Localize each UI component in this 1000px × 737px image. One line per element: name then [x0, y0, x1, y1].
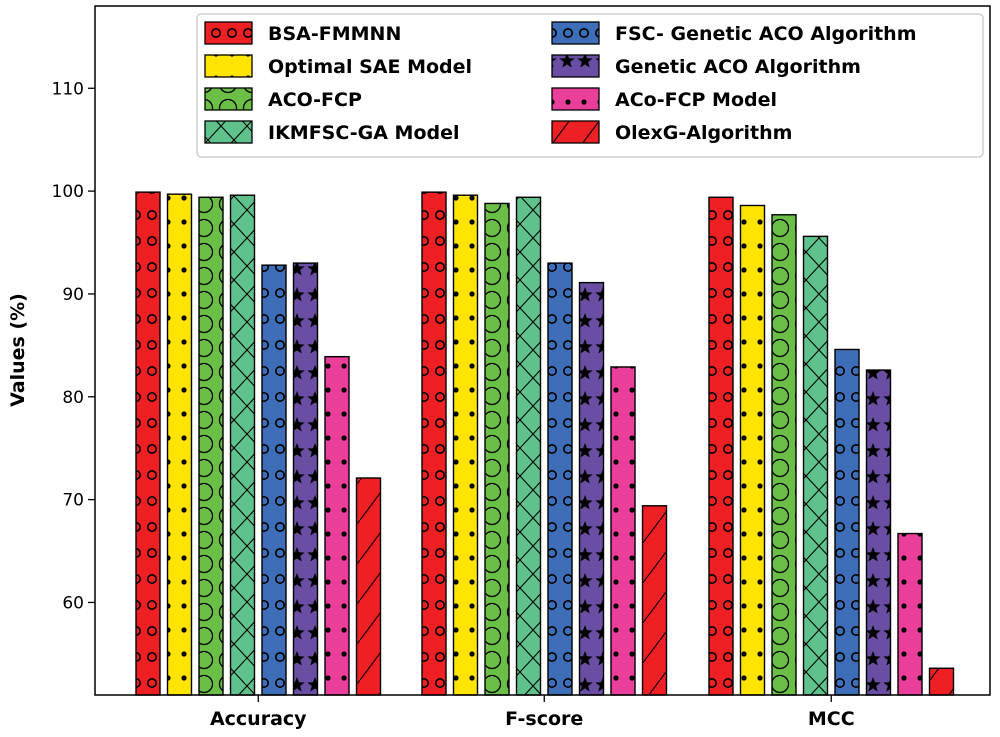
y-tick-label: 70 — [62, 491, 84, 511]
y-axis: 60 70 80 90 100 110 — [52, 79, 95, 613]
bar-mcc-5 — [865, 369, 892, 696]
legend-label-6: ACo-FCP Model — [615, 89, 777, 111]
legend-swatch-2 — [204, 87, 253, 111]
y-axis-label: Values (%) — [7, 293, 29, 407]
bar-accuracy-4 — [261, 264, 287, 696]
legend-label-0: BSA-FMMNN — [268, 23, 401, 45]
y-tick-label: 60 — [62, 593, 84, 613]
y-tick-label: 100 — [52, 182, 84, 202]
bar-mcc-6 — [897, 532, 923, 696]
bar-mcc-3 — [802, 235, 829, 696]
legend-label-1: Optimal SAE Model — [268, 56, 472, 78]
legend-swatch-1 — [204, 54, 253, 78]
legend-swatch-3 — [204, 120, 253, 144]
bar-f-score-1 — [452, 194, 479, 696]
legend-swatch-5 — [551, 54, 600, 78]
bar-accuracy-5 — [292, 262, 319, 696]
bar-f-score-5 — [578, 281, 605, 696]
bar-mcc-7 — [928, 667, 955, 696]
bar-mcc-0 — [708, 196, 734, 696]
bar-f-score-6 — [610, 366, 636, 696]
bar-mcc-1 — [739, 204, 766, 696]
bar-f-score-0 — [421, 191, 447, 696]
legend-swatch-4 — [551, 21, 600, 45]
bar-accuracy-7 — [355, 477, 382, 696]
legend-label-5: Genetic ACO Algorithm — [615, 56, 861, 78]
y-tick-label: 110 — [52, 79, 84, 99]
bar-f-score-3 — [515, 196, 542, 696]
plot-frame — [94, 5, 991, 696]
y-tick-label: 90 — [62, 285, 84, 305]
legend-swatch-0 — [204, 21, 253, 45]
bar-accuracy-6 — [324, 355, 350, 696]
legend-label-7: OlexG-Algorithm — [615, 122, 792, 144]
bar-accuracy-1 — [166, 193, 193, 696]
bar-f-score-2 — [484, 202, 510, 696]
bar-f-score-7 — [641, 505, 668, 696]
bar-accuracy-3 — [229, 194, 256, 696]
y-tick-label: 80 — [62, 388, 84, 408]
legend-label-2: ACO-FCP — [268, 89, 362, 111]
bar-accuracy-0 — [135, 191, 161, 696]
legend: BSA-FMMNN Optimal SAE Model ACO-FCP IKMFSC-… — [196, 13, 984, 158]
x-tick-label-mcc: MCC — [808, 708, 855, 730]
bars-layer — [135, 191, 955, 696]
bar-mcc-2 — [771, 214, 797, 696]
legend-label-3: IKMFSC-GA Model — [268, 122, 460, 144]
legend-frame — [196, 13, 984, 158]
legend-label-4: FSC- Genetic ACO Algorithm — [615, 23, 917, 45]
bar-f-score-4 — [547, 262, 573, 696]
legend-swatch-6 — [551, 87, 600, 111]
x-tick-label-f-score: F-score — [505, 708, 583, 730]
x-axis: Accuracy F-score MCC — [210, 695, 855, 730]
legend-swatch-7 — [551, 120, 600, 144]
bar-mcc-4 — [834, 348, 860, 696]
bar-accuracy-2 — [198, 196, 224, 696]
x-tick-label-accuracy: Accuracy — [210, 708, 307, 730]
